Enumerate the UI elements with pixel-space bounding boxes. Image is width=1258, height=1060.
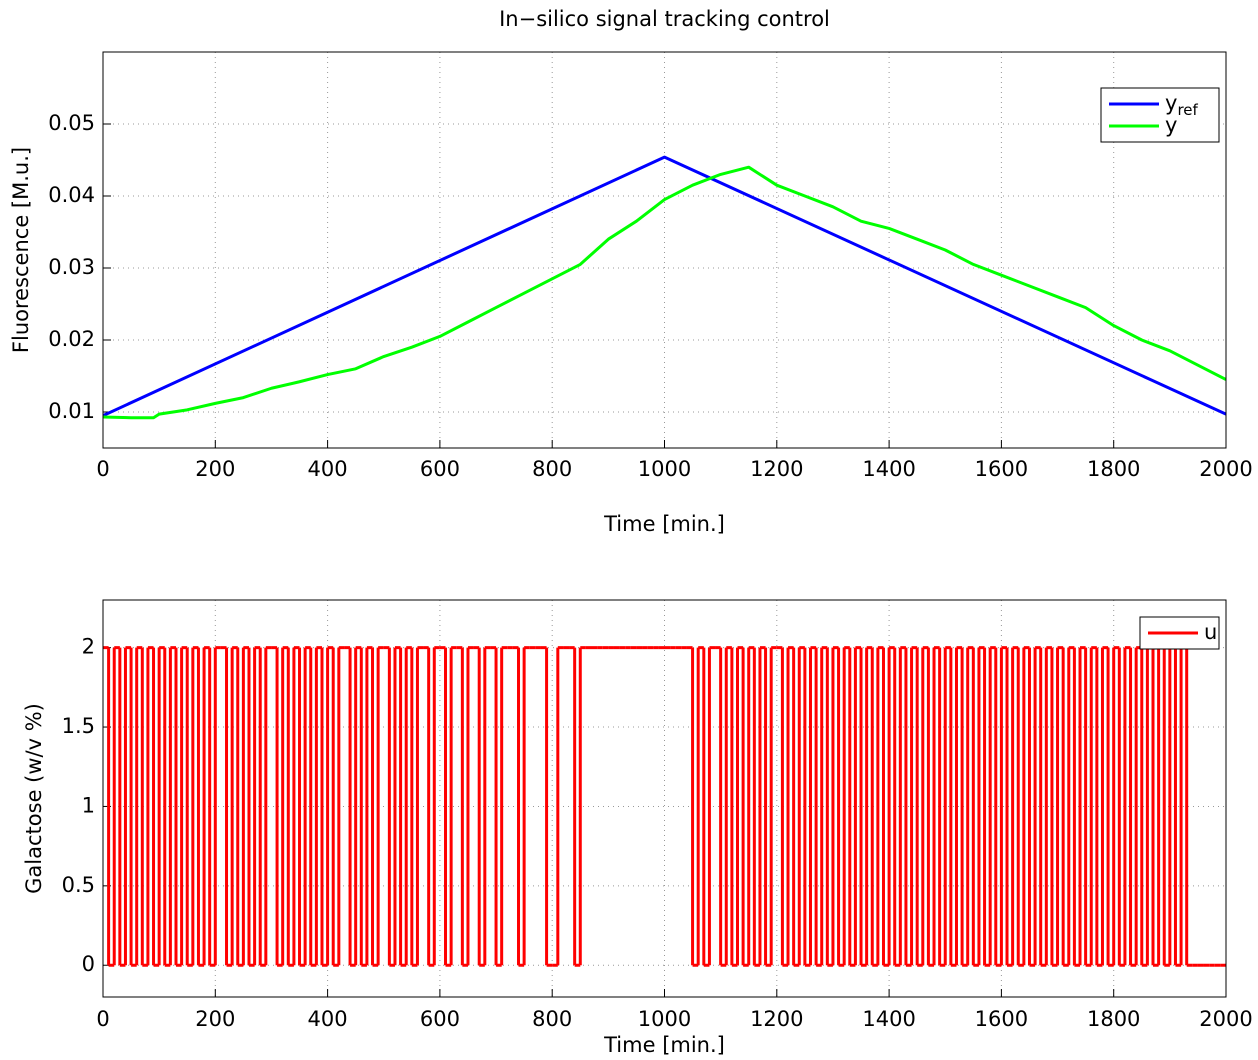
y-tick-label: 0.01	[48, 399, 95, 423]
x-tick-label: 400	[308, 1007, 348, 1031]
y-tick-label: 1	[82, 793, 95, 817]
series-group	[103, 155, 1226, 420]
legend-name: y	[1165, 113, 1177, 137]
axes-frame	[102, 51, 1227, 449]
x-tick-label: 2000	[1199, 1007, 1252, 1031]
x-tick-label: 800	[532, 1007, 572, 1031]
y-tick-label: 0	[82, 952, 95, 976]
x-tick-label: 0	[96, 457, 109, 481]
x-tick-label: 1600	[975, 457, 1028, 481]
y-tick-label: 0.5	[62, 873, 95, 897]
x-axis-label: Time [min.]	[603, 1033, 725, 1057]
y-axis-label: Fluorescence [M.u.]	[9, 147, 33, 353]
legend-label: u	[1204, 620, 1217, 644]
x-tick-label: 1800	[1087, 1007, 1140, 1031]
x-tick-label: 400	[308, 457, 348, 481]
series-line	[103, 165, 1226, 420]
y-tick-label: 0.03	[48, 255, 95, 279]
series-line	[103, 155, 1226, 417]
x-tick-label: 1400	[862, 1007, 915, 1031]
step-riser	[107, 647, 1189, 966]
x-tick-label: 600	[420, 1007, 460, 1031]
x-tick-label: 2000	[1199, 457, 1252, 481]
legend-label: y	[1165, 113, 1177, 137]
y-tick-label: 0.02	[48, 327, 95, 351]
x-tick-label: 800	[532, 457, 572, 481]
x-tick-label: 1000	[638, 457, 691, 481]
x-tick-label: 1400	[862, 457, 915, 481]
legend-name: y	[1165, 91, 1177, 115]
x-axis-label: Time [min.]	[603, 512, 725, 536]
x-tick-label: 0	[96, 1007, 109, 1031]
x-tick-label: 1000	[638, 1007, 691, 1031]
y-tick-label: 1.5	[62, 714, 95, 738]
y-tick-label: 0.04	[48, 183, 95, 207]
chart-title: In−silico signal tracking control	[499, 7, 830, 31]
x-tick-label: 1600	[975, 1007, 1028, 1031]
legend-name: u	[1204, 620, 1217, 644]
x-tick-label: 1200	[750, 457, 803, 481]
y-axis-label: Galactose (w/v %)	[22, 703, 46, 894]
y-tick-label: 0.05	[48, 111, 95, 135]
x-tick-label: 600	[420, 457, 460, 481]
legend-box	[1100, 87, 1220, 143]
legend-label: yref	[1165, 91, 1199, 119]
legend-subscript: ref	[1177, 101, 1198, 119]
axes-frame	[102, 599, 1227, 998]
x-tick-label: 200	[195, 457, 235, 481]
y-tick-label: 2	[82, 635, 95, 659]
x-tick-label: 200	[195, 1007, 235, 1031]
x-tick-label: 1200	[750, 1007, 803, 1031]
x-tick-label: 1800	[1087, 457, 1140, 481]
